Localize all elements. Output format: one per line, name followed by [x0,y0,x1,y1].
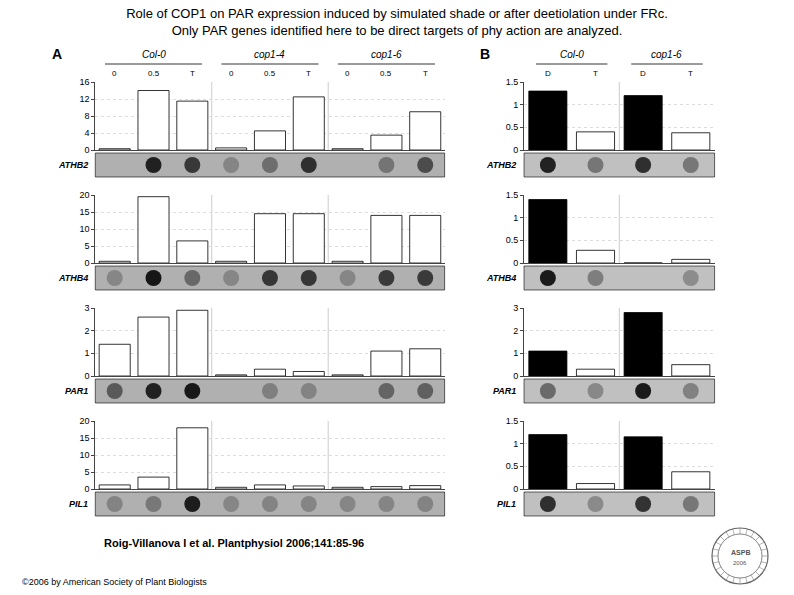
svg-text:ASPB: ASPB [731,549,750,556]
svg-text:PAR1: PAR1 [493,386,516,396]
svg-text:16: 16 [79,77,89,87]
svg-text:3: 3 [84,303,89,313]
svg-text:1: 1 [84,348,89,358]
svg-text:0: 0 [513,258,518,268]
svg-text:D: D [640,69,646,78]
svg-text:T: T [593,69,598,78]
svg-text:5: 5 [84,241,89,251]
svg-text:2: 2 [84,326,89,336]
svg-text:0: 0 [84,484,89,494]
svg-text:Roig-Villanova I et al. Plantp: Roig-Villanova I et al. Plantphysiol 200… [104,537,364,549]
svg-text:1: 1 [513,100,518,110]
svg-text:cop1-6: cop1-6 [371,49,402,60]
svg-text:10: 10 [79,450,89,460]
svg-text:D: D [545,69,551,78]
svg-text:0.5: 0.5 [264,69,276,78]
svg-text:T: T [306,69,311,78]
svg-text:0: 0 [84,258,89,268]
svg-text:cop1-6: cop1-6 [651,49,682,60]
svg-text:PIL1: PIL1 [497,499,516,509]
svg-text:0: 0 [229,69,234,78]
svg-text:T: T [423,69,428,78]
svg-text:0: 0 [345,69,350,78]
svg-text:4: 4 [84,128,89,138]
svg-text:2: 2 [513,326,518,336]
svg-text:20: 20 [79,416,89,426]
svg-text:1.5: 1.5 [506,416,519,426]
svg-text:©2006 by American Society of P: ©2006 by American Society of Plant Biolo… [22,577,207,587]
svg-text:Role of COP1 on PAR expression: Role of COP1 on PAR expression induced b… [126,6,668,38]
svg-text:Col-0: Col-0 [560,49,584,60]
svg-text:2006: 2006 [733,560,747,566]
svg-text:ATHB2: ATHB2 [58,160,88,170]
svg-text:0.5: 0.5 [506,122,519,132]
svg-text:0.5: 0.5 [380,69,392,78]
svg-text:Col-0: Col-0 [142,49,166,60]
svg-text:15: 15 [79,433,89,443]
svg-text:T: T [190,69,195,78]
svg-text:ATHB4: ATHB4 [486,273,516,283]
svg-text:T: T [688,69,693,78]
svg-text:8: 8 [84,111,89,121]
svg-text:1: 1 [513,213,518,223]
svg-text:15: 15 [79,207,89,217]
svg-text:0: 0 [513,145,518,155]
svg-text:1: 1 [513,439,518,449]
svg-text:ATHB4: ATHB4 [58,273,88,283]
svg-text:0: 0 [513,371,518,381]
svg-text:cop1-4: cop1-4 [254,49,285,60]
svg-text:B: B [480,46,490,62]
svg-text:1.5: 1.5 [506,190,519,200]
svg-text:0.5: 0.5 [506,235,519,245]
svg-text:0: 0 [84,145,89,155]
svg-text:3: 3 [513,303,518,313]
svg-text:10: 10 [79,224,89,234]
svg-text:0: 0 [84,371,89,381]
svg-text:ATHB2: ATHB2 [486,160,516,170]
svg-text:0.5: 0.5 [148,69,160,78]
svg-text:0: 0 [513,484,518,494]
svg-text:PIL1: PIL1 [69,499,88,509]
svg-text:A: A [52,46,62,62]
svg-text:5: 5 [84,467,89,477]
svg-text:PAR1: PAR1 [65,386,88,396]
svg-text:0.5: 0.5 [506,461,519,471]
svg-text:1: 1 [513,348,518,358]
svg-text:12: 12 [79,94,89,104]
svg-text:20: 20 [79,190,89,200]
svg-text:0: 0 [112,69,117,78]
svg-text:1.5: 1.5 [506,77,519,87]
